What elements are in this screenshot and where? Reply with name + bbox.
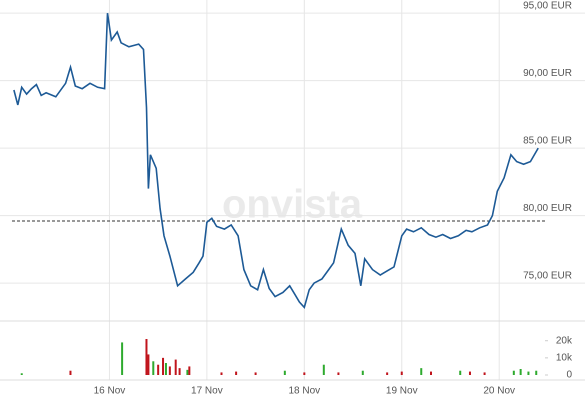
volume-bar <box>468 371 471 375</box>
volume-bar <box>512 370 515 375</box>
volume-bar <box>283 370 286 375</box>
x-tick-label: 19 Nov <box>386 386 418 397</box>
x-tick-label: 17 Nov <box>191 386 223 397</box>
volume-bar <box>519 369 522 375</box>
volume-bar <box>186 369 189 375</box>
x-tick-label: 20 Nov <box>483 386 515 397</box>
volume-bar <box>152 361 155 375</box>
volume-bar <box>303 372 306 375</box>
volume-bar <box>147 354 150 375</box>
volume-bar <box>361 370 364 375</box>
volume-bar <box>459 370 462 375</box>
y-tick-label: 0 <box>566 370 572 381</box>
volume-bar <box>157 364 160 375</box>
y-tick-label: 75,00 EUR <box>523 271 572 282</box>
volume-bar <box>168 366 171 375</box>
x-tick-label: 18 Nov <box>288 386 320 397</box>
volume-bar <box>254 372 257 375</box>
volume-bar <box>429 371 432 375</box>
volume-bar <box>145 339 148 375</box>
volume-bar <box>121 342 124 375</box>
y-tick-label: 20k <box>556 335 573 346</box>
y-tick-label: 85,00 EUR <box>523 136 572 147</box>
volume-bar <box>235 371 238 375</box>
volume-bar <box>220 372 223 375</box>
volume-bar <box>188 366 191 375</box>
volume-bar <box>420 368 423 375</box>
volume-bar <box>483 372 486 375</box>
volume-bar <box>386 372 389 375</box>
y-tick-label: 90,00 EUR <box>523 68 572 79</box>
volume-bar <box>527 371 530 375</box>
x-tick-label: 16 Nov <box>94 386 126 397</box>
volume-bar <box>164 363 167 375</box>
y-tick-label: 10k <box>556 352 573 363</box>
volume-bar <box>400 371 403 375</box>
price-line <box>13 12 539 310</box>
volume-bar <box>174 359 177 375</box>
volume-bar <box>535 370 538 375</box>
y-tick-label: 95,00 EUR <box>523 1 572 12</box>
volume-bar <box>69 370 72 375</box>
volume-bar <box>162 357 165 375</box>
y-tick-label: 80,00 EUR <box>523 203 572 214</box>
volume-bar <box>337 372 340 375</box>
watermark: onvista <box>222 183 363 227</box>
volume-bar <box>20 373 23 375</box>
volume-bar <box>178 368 181 375</box>
volume-bar <box>322 364 325 375</box>
